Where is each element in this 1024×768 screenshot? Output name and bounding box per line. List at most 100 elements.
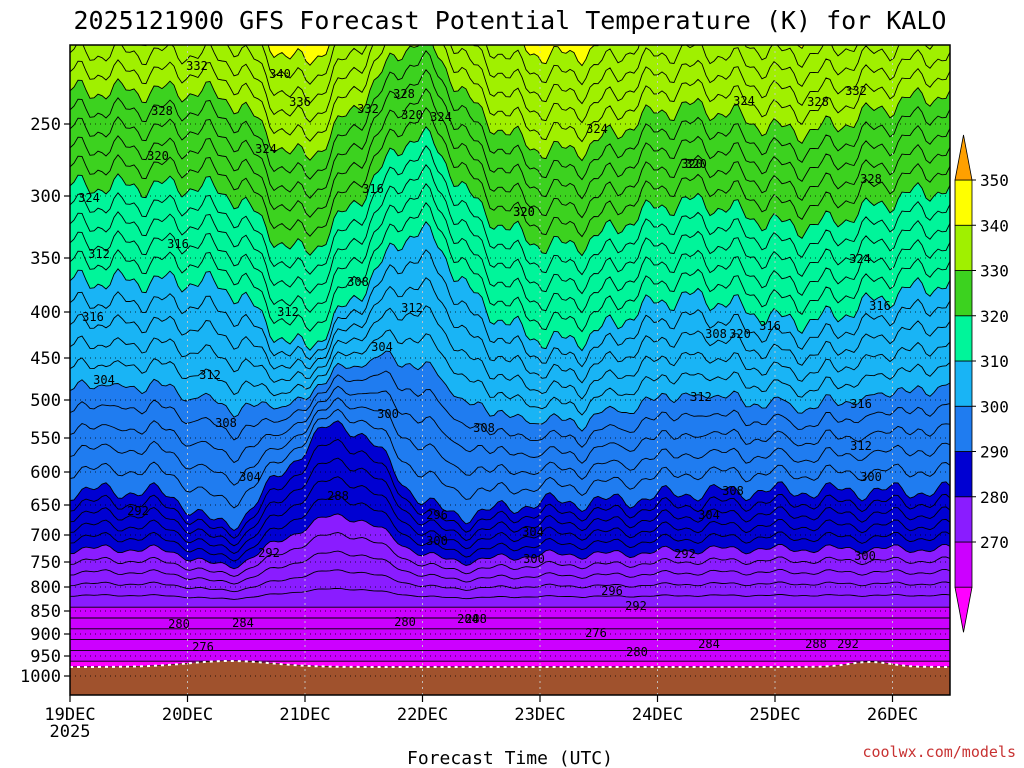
y-axis: 250 300 350 400 450 500 550 600 650 700 750 800 850 9… — [20, 115, 70, 687]
contour-348 — [261, 45, 858, 86]
x-tick-label: 23DEC — [514, 705, 565, 725]
contour-label: 288 — [465, 612, 487, 626]
contour-label: 308 — [722, 484, 744, 498]
x-tick-label: 26DEC — [867, 705, 918, 725]
contour-label: 320 — [147, 149, 169, 163]
contour-310 — [70, 350, 950, 432]
contour-label: 312 — [401, 301, 423, 315]
contour-label: 320 — [513, 205, 535, 219]
contour-318 — [70, 249, 950, 368]
contour-label: 320 — [681, 157, 703, 171]
contour-label: 324 — [733, 94, 755, 108]
colorbar-segment — [954, 451, 973, 498]
contour-306 — [70, 385, 950, 464]
colorbar: 350 340 330 320 310 300 290 280 270 — [954, 134, 1009, 633]
contour-label: 324 — [78, 191, 100, 205]
contour-322 — [70, 202, 950, 333]
contour-label: 312 — [88, 247, 110, 261]
contour-label: 316 — [759, 319, 781, 333]
x-tick-label: 20DEC — [162, 705, 213, 725]
contour-label: 328 — [393, 87, 415, 101]
x-tick-label: 19DEC — [44, 705, 95, 725]
contour-label: 288 — [327, 489, 349, 503]
contour-label: 296 — [601, 584, 623, 598]
contour-314 — [70, 305, 950, 400]
y-tick-label: 750 — [30, 553, 61, 573]
contour-label: 336 — [289, 95, 311, 109]
contour-label: 280 — [394, 615, 416, 629]
terrain — [70, 661, 950, 695]
x-axis-label: Forecast Time (UTC) — [407, 748, 613, 768]
contour-label: 284 — [232, 616, 254, 630]
y-tick-label: 450 — [30, 349, 61, 369]
colorbar-label: 290 — [980, 443, 1009, 462]
contour-label: 308 — [473, 421, 495, 435]
contour-340 — [70, 45, 950, 162]
contour-324 — [70, 183, 950, 314]
colorbar-segment — [954, 270, 973, 317]
contour-label: 308 — [347, 275, 369, 289]
colorbar-label: 320 — [980, 307, 1009, 326]
x-tick-label: 24DEC — [632, 705, 683, 725]
contour-338 — [70, 50, 950, 181]
contour-label: 284 — [698, 637, 720, 651]
contour-332 — [70, 107, 950, 238]
grid-lines — [70, 45, 950, 695]
contour-label: 292 — [837, 637, 859, 651]
contour-286 — [70, 550, 950, 585]
colorbar-label: 350 — [980, 171, 1009, 190]
contour-350 — [267, 45, 805, 67]
contour-label: 328 — [807, 95, 829, 109]
contour-label: 300 — [523, 552, 545, 566]
band-340 — [70, 45, 950, 161]
colorbar-segment — [954, 179, 973, 226]
y-tick-label: 550 — [30, 429, 61, 449]
band-350 — [267, 45, 804, 66]
contour-308 — [70, 370, 950, 448]
contour-label: 288 — [805, 637, 827, 651]
contour-296 — [70, 457, 950, 547]
contour-label: 328 — [151, 104, 173, 118]
contour-334 — [70, 88, 950, 219]
y-tick-label: 350 — [30, 249, 61, 269]
contour-336 — [70, 69, 950, 200]
contour-label: 296 — [426, 508, 448, 522]
colorbar-bottom-arrow — [954, 586, 973, 633]
contour-label: 300 — [860, 470, 882, 484]
contour-label: 300 — [426, 534, 448, 548]
contour-label: 320 — [729, 327, 751, 341]
contour-290 — [70, 513, 950, 570]
contour-320 — [70, 221, 950, 352]
contour-294 — [70, 476, 950, 555]
contour-label: 316 — [82, 310, 104, 324]
y-tick-label: 650 — [30, 496, 61, 516]
contour-344 — [70, 45, 950, 124]
contour-label: 320 — [685, 157, 707, 171]
contour-label: 292 — [625, 599, 647, 613]
colorbar-top-arrow — [954, 134, 973, 181]
contour-label: 340 — [269, 67, 291, 81]
contour-label: 324 — [586, 122, 608, 136]
contour-label: 316 — [869, 299, 891, 313]
y-tick-label: 400 — [30, 303, 61, 323]
plot-frame — [69, 44, 951, 696]
contour-298 — [70, 438, 950, 539]
band-360 — [70, 35, 950, 40]
colorbar-label: 270 — [980, 533, 1009, 552]
y-tick-label: 500 — [30, 391, 61, 411]
colorbar-segment — [954, 496, 973, 543]
contour-label: 284 — [457, 612, 479, 626]
contour-label: 304 — [522, 525, 544, 539]
contour-326 — [70, 164, 950, 295]
y-tick-label: 1000 — [20, 667, 61, 687]
contour-label: 292 — [127, 504, 149, 518]
contour-label: 304 — [239, 470, 261, 484]
contour-282 — [70, 587, 950, 600]
contour-label: 328 — [860, 172, 882, 186]
credit-text: coolwx.com/models — [862, 743, 1016, 761]
contour-288 — [70, 532, 950, 577]
contour-label: 320 — [513, 205, 535, 219]
contour-lines — [70, 45, 950, 668]
contour-label: 316 — [850, 397, 872, 411]
colorbar-label: 280 — [980, 488, 1009, 507]
